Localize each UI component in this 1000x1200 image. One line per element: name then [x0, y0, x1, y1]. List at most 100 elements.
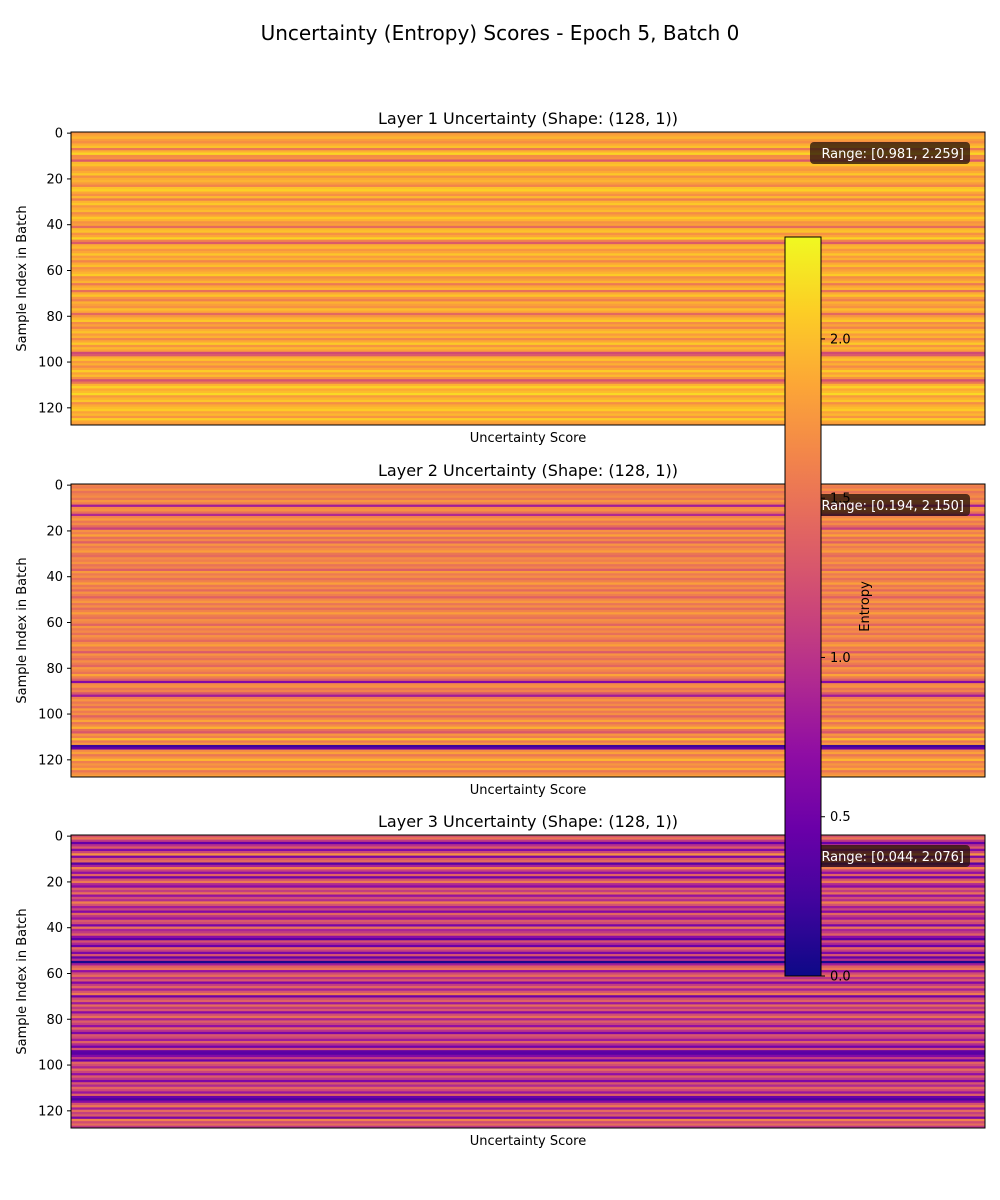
heatmap-cell	[71, 1020, 985, 1024]
heatmap-cell	[71, 159, 985, 163]
heatmap-cell	[71, 1029, 985, 1033]
heatmap-cell	[71, 331, 985, 334]
heatmap-cell	[71, 511, 985, 515]
heatmap-cell	[71, 628, 985, 631]
y-tick-label: 0	[55, 127, 63, 142]
heatmap-cell	[71, 180, 985, 183]
heatmap-cell	[71, 958, 985, 962]
heatmap-cell	[71, 853, 985, 856]
heatmap-cell	[71, 235, 985, 238]
heatmap-cell	[71, 216, 985, 220]
figure-title: Uncertainty (Entropy) Scores - Epoch 5, …	[261, 21, 740, 45]
heatmap-cell	[71, 495, 985, 499]
heatmap-cell	[71, 676, 985, 679]
heatmap-cell	[71, 294, 985, 298]
heatmap-cell	[71, 1036, 985, 1040]
heatmap-cell	[71, 919, 985, 923]
heatmap-cell	[71, 646, 985, 650]
heatmap-cell	[71, 486, 985, 489]
range-text: Range: [0.981, 2.259]	[821, 147, 964, 162]
heatmap-cell	[71, 198, 985, 202]
heatmap-cell	[71, 912, 985, 916]
heatmap-cell	[71, 876, 985, 879]
heatmap-cell	[71, 926, 985, 930]
heatmap-cell	[71, 701, 985, 705]
heatmap-cell	[71, 490, 985, 494]
heatmap-cell	[71, 905, 985, 909]
heatmap-cell	[71, 894, 985, 898]
heatmap-cell	[71, 915, 985, 918]
heatmap-cell	[71, 1100, 985, 1104]
heatmap-cell	[71, 209, 985, 213]
heatmap-cell	[71, 986, 985, 989]
y-tick-label: 100	[38, 356, 63, 371]
heatmap-cell	[71, 603, 985, 606]
heatmap-cell	[71, 143, 985, 147]
heatmap-cell	[71, 532, 985, 535]
panel-title: Layer 2 Uncertainty (Shape: (128, 1))	[378, 461, 678, 480]
heatmap-cell	[71, 1114, 985, 1117]
heatmap-cell	[71, 1070, 985, 1074]
heatmap-cell	[71, 557, 985, 560]
heatmap-cell	[71, 1107, 985, 1111]
heatmap-cell	[71, 1089, 985, 1092]
heatmap-cell	[71, 612, 985, 615]
heatmap-cell	[71, 381, 985, 385]
heatmap-cell	[71, 223, 985, 227]
heatmap-cell	[71, 1015, 985, 1019]
heatmap-cell	[71, 1098, 985, 1101]
y-tick-label: 100	[38, 1059, 63, 1074]
heatmap-cell	[71, 575, 985, 579]
heatmap-cell	[71, 710, 985, 714]
heatmap-cell	[71, 901, 985, 905]
heatmap-cell	[71, 1034, 985, 1037]
heatmap-cell	[71, 657, 985, 661]
heatmap-cell	[71, 860, 985, 863]
heatmap-cell	[71, 395, 985, 398]
colorbar-tick-label: 1.5	[830, 492, 851, 507]
heatmap-cell	[71, 205, 985, 208]
heatmap-cell	[71, 981, 985, 985]
heatmap-cell	[71, 157, 985, 160]
heatmap-cell	[71, 164, 985, 167]
heatmap-cell	[71, 406, 985, 410]
heatmap-cell	[71, 632, 985, 636]
heatmap-cell	[71, 871, 985, 875]
y-tick-label: 40	[46, 218, 63, 233]
heatmap-cell	[71, 1047, 985, 1051]
heatmap-cell	[71, 662, 985, 666]
heatmap-cell	[71, 1057, 985, 1060]
heatmap-cell	[71, 873, 985, 877]
heatmap-cell	[71, 413, 985, 417]
heatmap-cell	[71, 175, 985, 179]
heatmap-cell	[71, 189, 985, 192]
heatmap-cell	[71, 303, 985, 307]
heatmap-cell	[71, 527, 985, 531]
heatmap-cell	[71, 1086, 985, 1090]
colorbar-tick-label: 0.5	[830, 810, 851, 825]
heatmap-cell	[71, 255, 985, 259]
heatmap-cell	[71, 360, 985, 364]
heatmap-cell	[71, 609, 985, 613]
heatmap-cell	[71, 660, 985, 663]
heatmap-cell	[71, 170, 985, 174]
range-box	[810, 494, 970, 516]
heatmap-cell	[71, 200, 985, 204]
heatmap-cell	[71, 374, 985, 378]
heatmap-cell	[71, 399, 985, 403]
heatmap-cell	[71, 321, 985, 325]
heatmap-cell	[71, 310, 985, 314]
heatmap-cell	[71, 335, 985, 339]
heatmap-cell	[71, 1084, 985, 1088]
y-tick-label: 20	[46, 172, 63, 187]
heatmap-cell	[71, 1102, 985, 1106]
heatmap-cell	[71, 154, 985, 158]
heatmap-cell	[71, 550, 985, 554]
heatmap-cell	[71, 376, 985, 380]
heatmap-cell	[71, 372, 985, 375]
y-tick-label: 80	[46, 1013, 63, 1028]
heatmap-cell	[71, 552, 985, 556]
heatmap-cell	[71, 967, 985, 971]
heatmap-cell	[71, 267, 985, 270]
heatmap-cell	[71, 239, 985, 243]
